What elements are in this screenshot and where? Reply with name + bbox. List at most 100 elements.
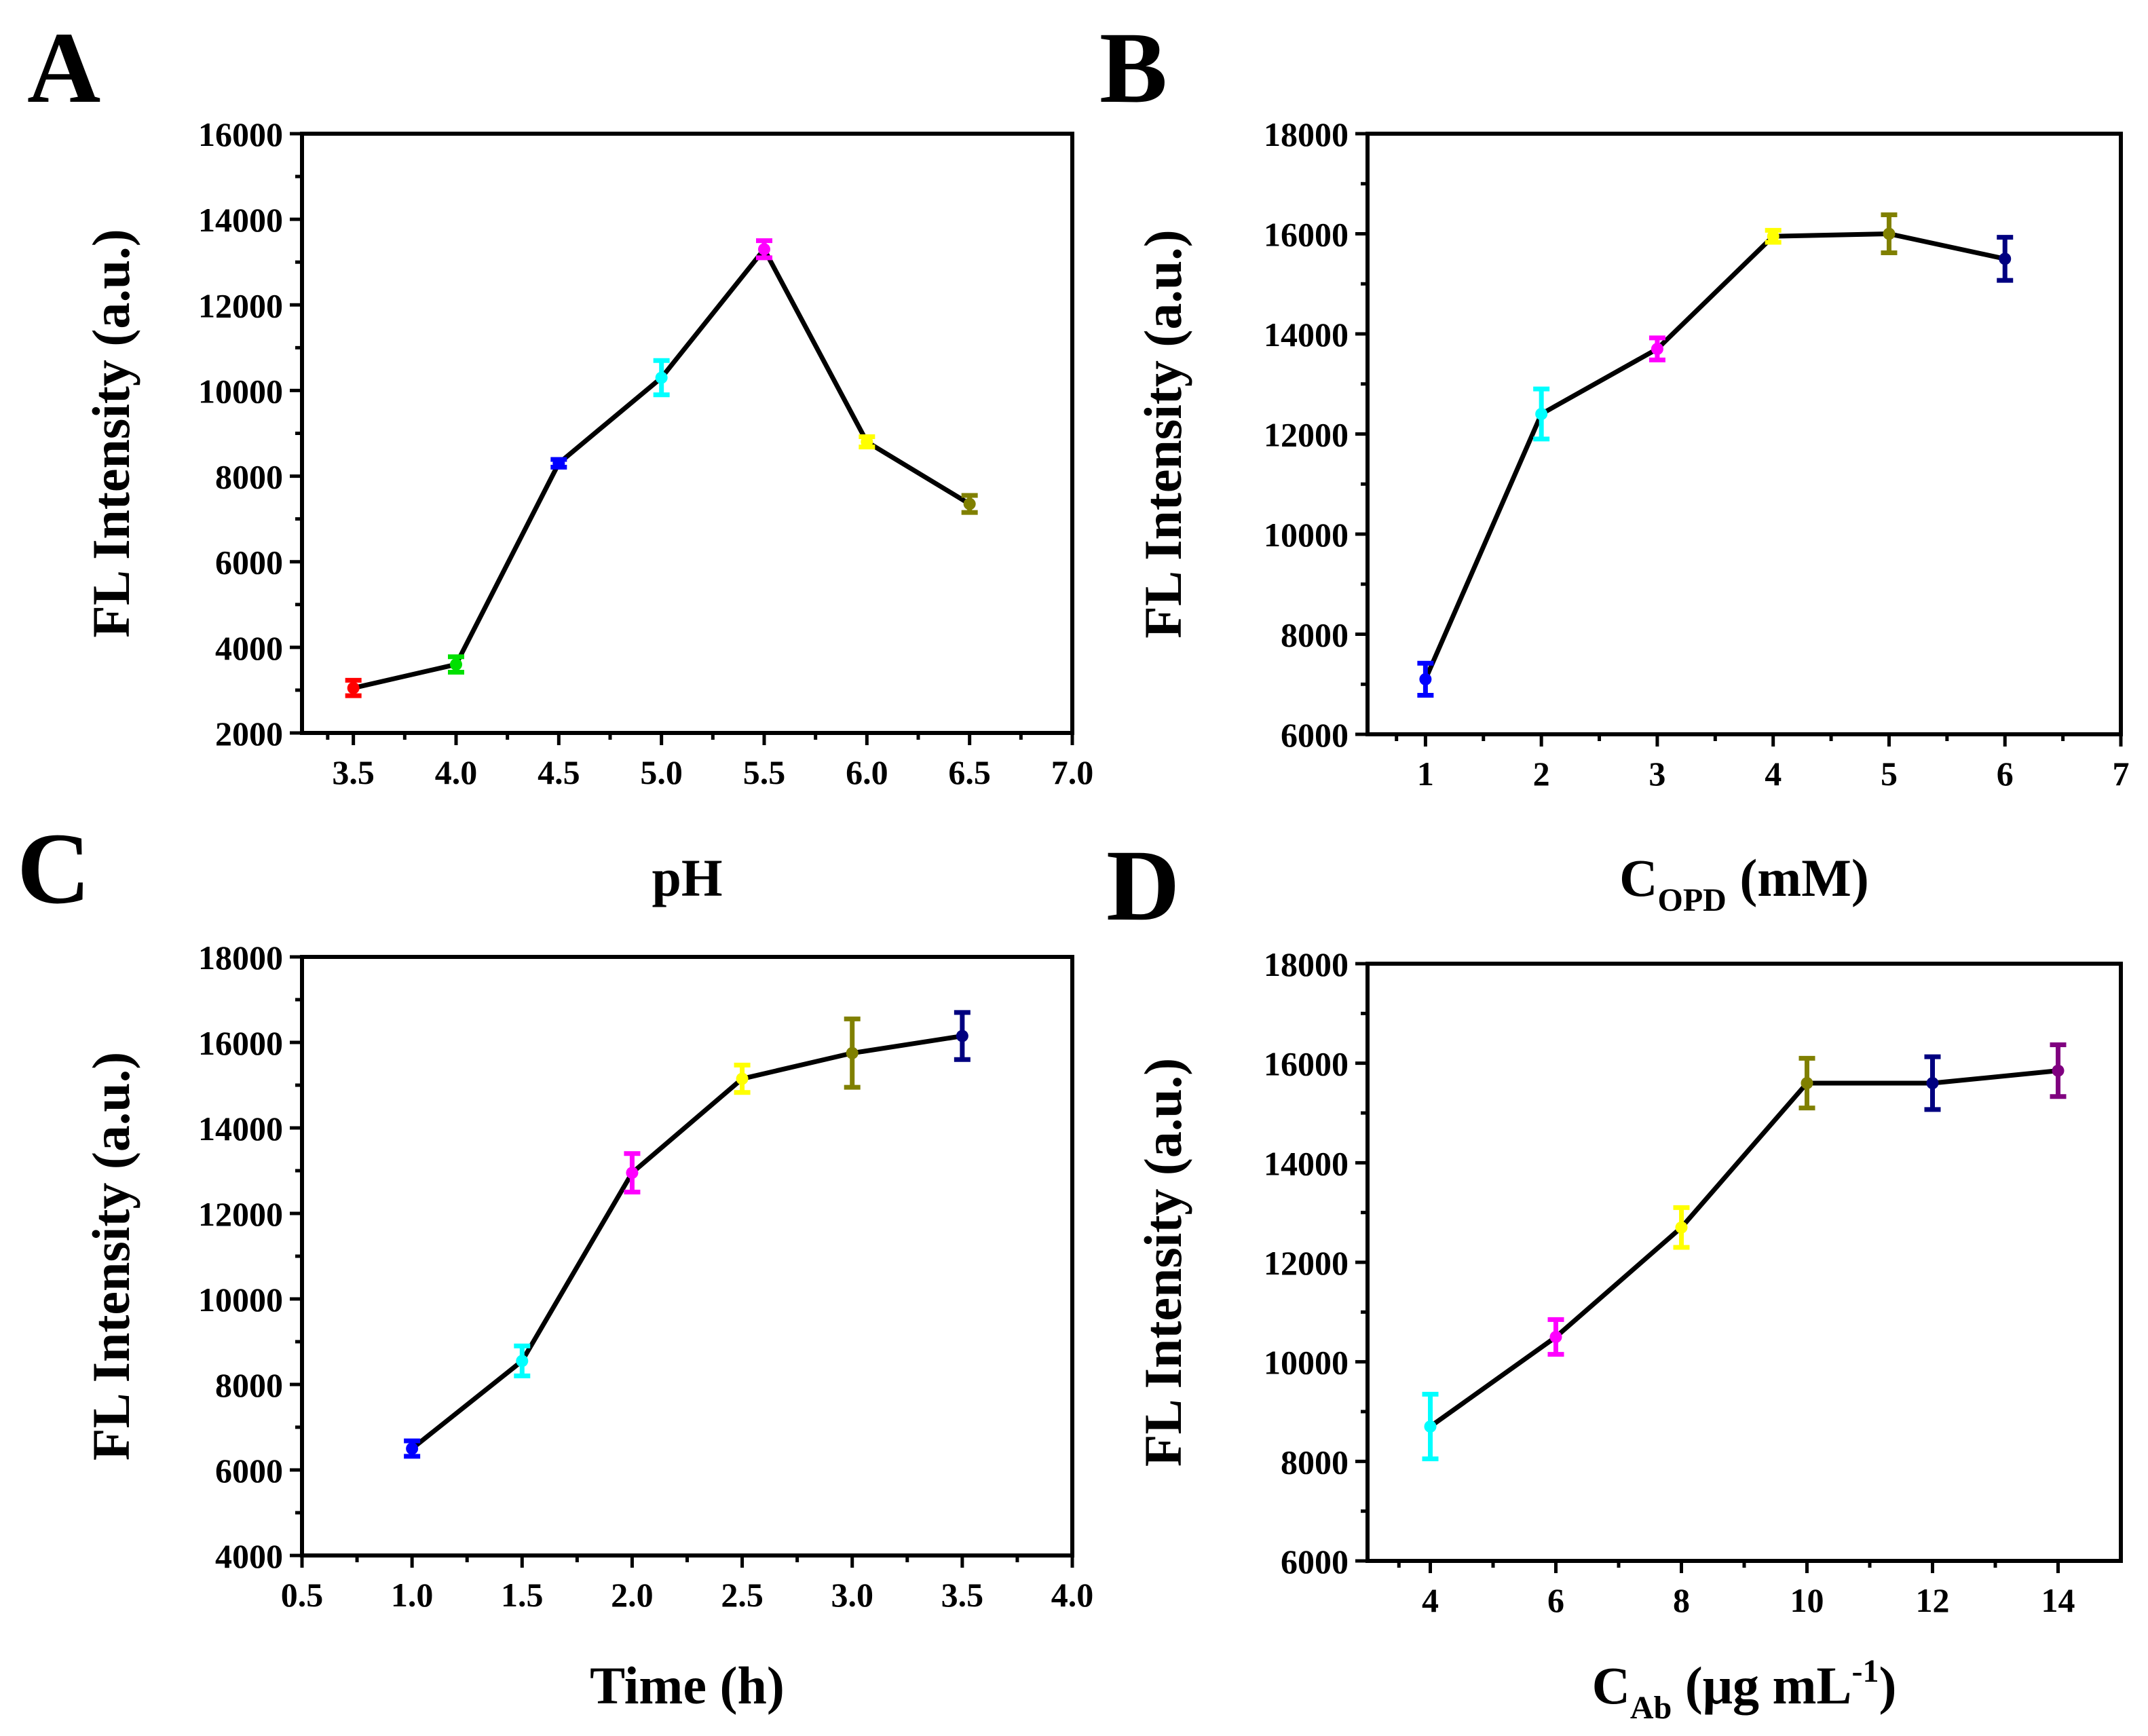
x-tick-label: 5.5 [743,753,786,791]
panel-letter: A [27,12,100,124]
y-tick-label: 6000 [215,544,283,582]
y-tick-label: 6000 [1281,1543,1349,1581]
series-line [1429,1068,2058,1429]
x-tick-label: 6 [1547,1581,1564,1619]
x-tick-label: 3.5 [332,753,375,791]
chart-panel-a: A 3.5 4.0 4.5 5.0 5.5 6.0 6.5 7.0 2000 4000 6000 800… [27,12,1093,907]
x-tick-label: 4 [1422,1581,1439,1619]
x-tick-label: 6 [1997,755,2014,793]
x-axis-title: Time (h) [590,1656,785,1715]
data-point [347,681,360,694]
data-point [2052,1064,2065,1077]
data-point [516,1355,529,1367]
series-line [352,246,971,691]
panel-letter: D [1106,829,1180,942]
plot-frame [1365,132,2123,736]
x-tick-label: 4.0 [435,753,478,791]
y-tick-label: 10000 [1264,1344,1349,1382]
y-tick-label: 12000 [1264,1244,1349,1282]
x-axis-title: CAb (μg mL-1) [1592,1653,1897,1726]
data-point [1883,227,1896,240]
x-axis-title-rest: (mM) [1727,848,1869,907]
y-tick-label: 4000 [215,1537,283,1575]
y-tick-label: 14000 [198,1110,283,1148]
y-tick-label: 16000 [1264,216,1349,254]
data-point [1424,1420,1437,1433]
panel-letter: B [1099,12,1167,124]
data-point [1999,252,2012,265]
x-axis-title-main: C [1619,848,1657,907]
y-tick-label: 6000 [215,1452,283,1490]
data-point [956,1030,968,1042]
data-point [963,497,976,510]
y-axis-title: FL Intensity (a.u.) [1133,1058,1192,1467]
chart-panel-d: D 4 6 8 10 12 14 6000 8000 10000 12000 14000 16000 18… [1106,829,2123,1726]
x-axis-title-superscript: -1 [1851,1653,1879,1689]
x-axis-title: pH [652,848,722,907]
x-tick-label: 14 [2041,1581,2075,1619]
x-tick-label: 12 [1916,1581,1950,1619]
y-tick-label: 6000 [1281,716,1349,754]
x-tick-label: 2 [1533,755,1550,793]
y-tick-label: 16000 [1264,1045,1349,1083]
x-tick-label: 1 [1417,755,1434,793]
x-axis-title-subscript: Ab [1630,1690,1672,1726]
data-point [552,457,565,470]
y-tick-label: 18000 [1264,115,1349,153]
data-point [1535,408,1548,420]
x-tick-label: 6.5 [948,753,991,791]
x-axis-title: COPD (mM) [1619,848,1869,918]
x-axis-title-main: pH [652,848,722,907]
y-tick-label: 8000 [215,1366,283,1404]
y-tick-label: 14000 [1264,1144,1349,1182]
y-tick-label: 14000 [198,201,283,239]
y-tick-label: 4000 [215,629,283,667]
chart-panel-c: C 0.5 1.0 1.5 2.0 2.5 3.0 3.5 4.0 4000 6000 8000 100… [17,812,1093,1715]
y-axis-title: FL Intensity (a.u.) [81,1052,140,1460]
data-point [1651,343,1663,356]
data-point [1801,1077,1813,1089]
series-line [1423,231,2005,681]
x-axis-title-subscript: OPD [1657,882,1726,918]
x-tick-label: 1.0 [391,1576,434,1614]
data-point [626,1167,639,1180]
y-tick-label: 12000 [198,1195,283,1233]
data-point [450,658,462,671]
y-tick-label: 16000 [198,1024,283,1062]
data-point [1675,1221,1688,1234]
x-axis-title-rest: (μg mL [1672,1656,1851,1715]
x-tick-label: 4.0 [1051,1576,1094,1614]
y-tick-label: 16000 [198,115,283,153]
plot-frame [1365,962,2123,1563]
data-point [1549,1331,1562,1343]
y-tick-label: 14000 [1264,316,1349,354]
y-axis-title: FL Intensity (a.u.) [81,229,140,637]
x-tick-label: 5.0 [640,753,683,791]
data-point [1767,230,1779,243]
data-point [758,243,770,256]
y-tick-label: 12000 [198,286,283,324]
plot-frame [300,955,1074,1558]
panel-letter: C [17,812,90,925]
x-tick-label: 2.5 [721,1576,764,1614]
x-tick-label: 7.0 [1051,753,1094,791]
x-tick-label: 8 [1673,1581,1690,1619]
y-tick-label: 8000 [215,458,283,496]
x-tick-label: 6.0 [846,753,888,791]
data-point [406,1442,419,1455]
y-tick-label: 2000 [215,715,283,753]
data-point [655,371,668,384]
x-tick-label: 3 [1648,755,1665,793]
x-tick-label: 0.5 [281,1576,324,1614]
y-tick-label: 10000 [1264,516,1349,554]
x-axis-title-main: C [1592,1656,1630,1715]
plot-frame [300,132,1074,735]
x-tick-label: 2.0 [611,1576,654,1614]
x-axis-title-main: Time (h) [590,1656,785,1715]
y-tick-label: 18000 [198,939,283,977]
data-point [1419,673,1432,685]
y-tick-label: 10000 [198,1281,283,1319]
x-tick-label: 4 [1765,755,1782,793]
y-axis-title: FL Intensity (a.u.) [1133,229,1192,638]
data-point [861,436,873,449]
